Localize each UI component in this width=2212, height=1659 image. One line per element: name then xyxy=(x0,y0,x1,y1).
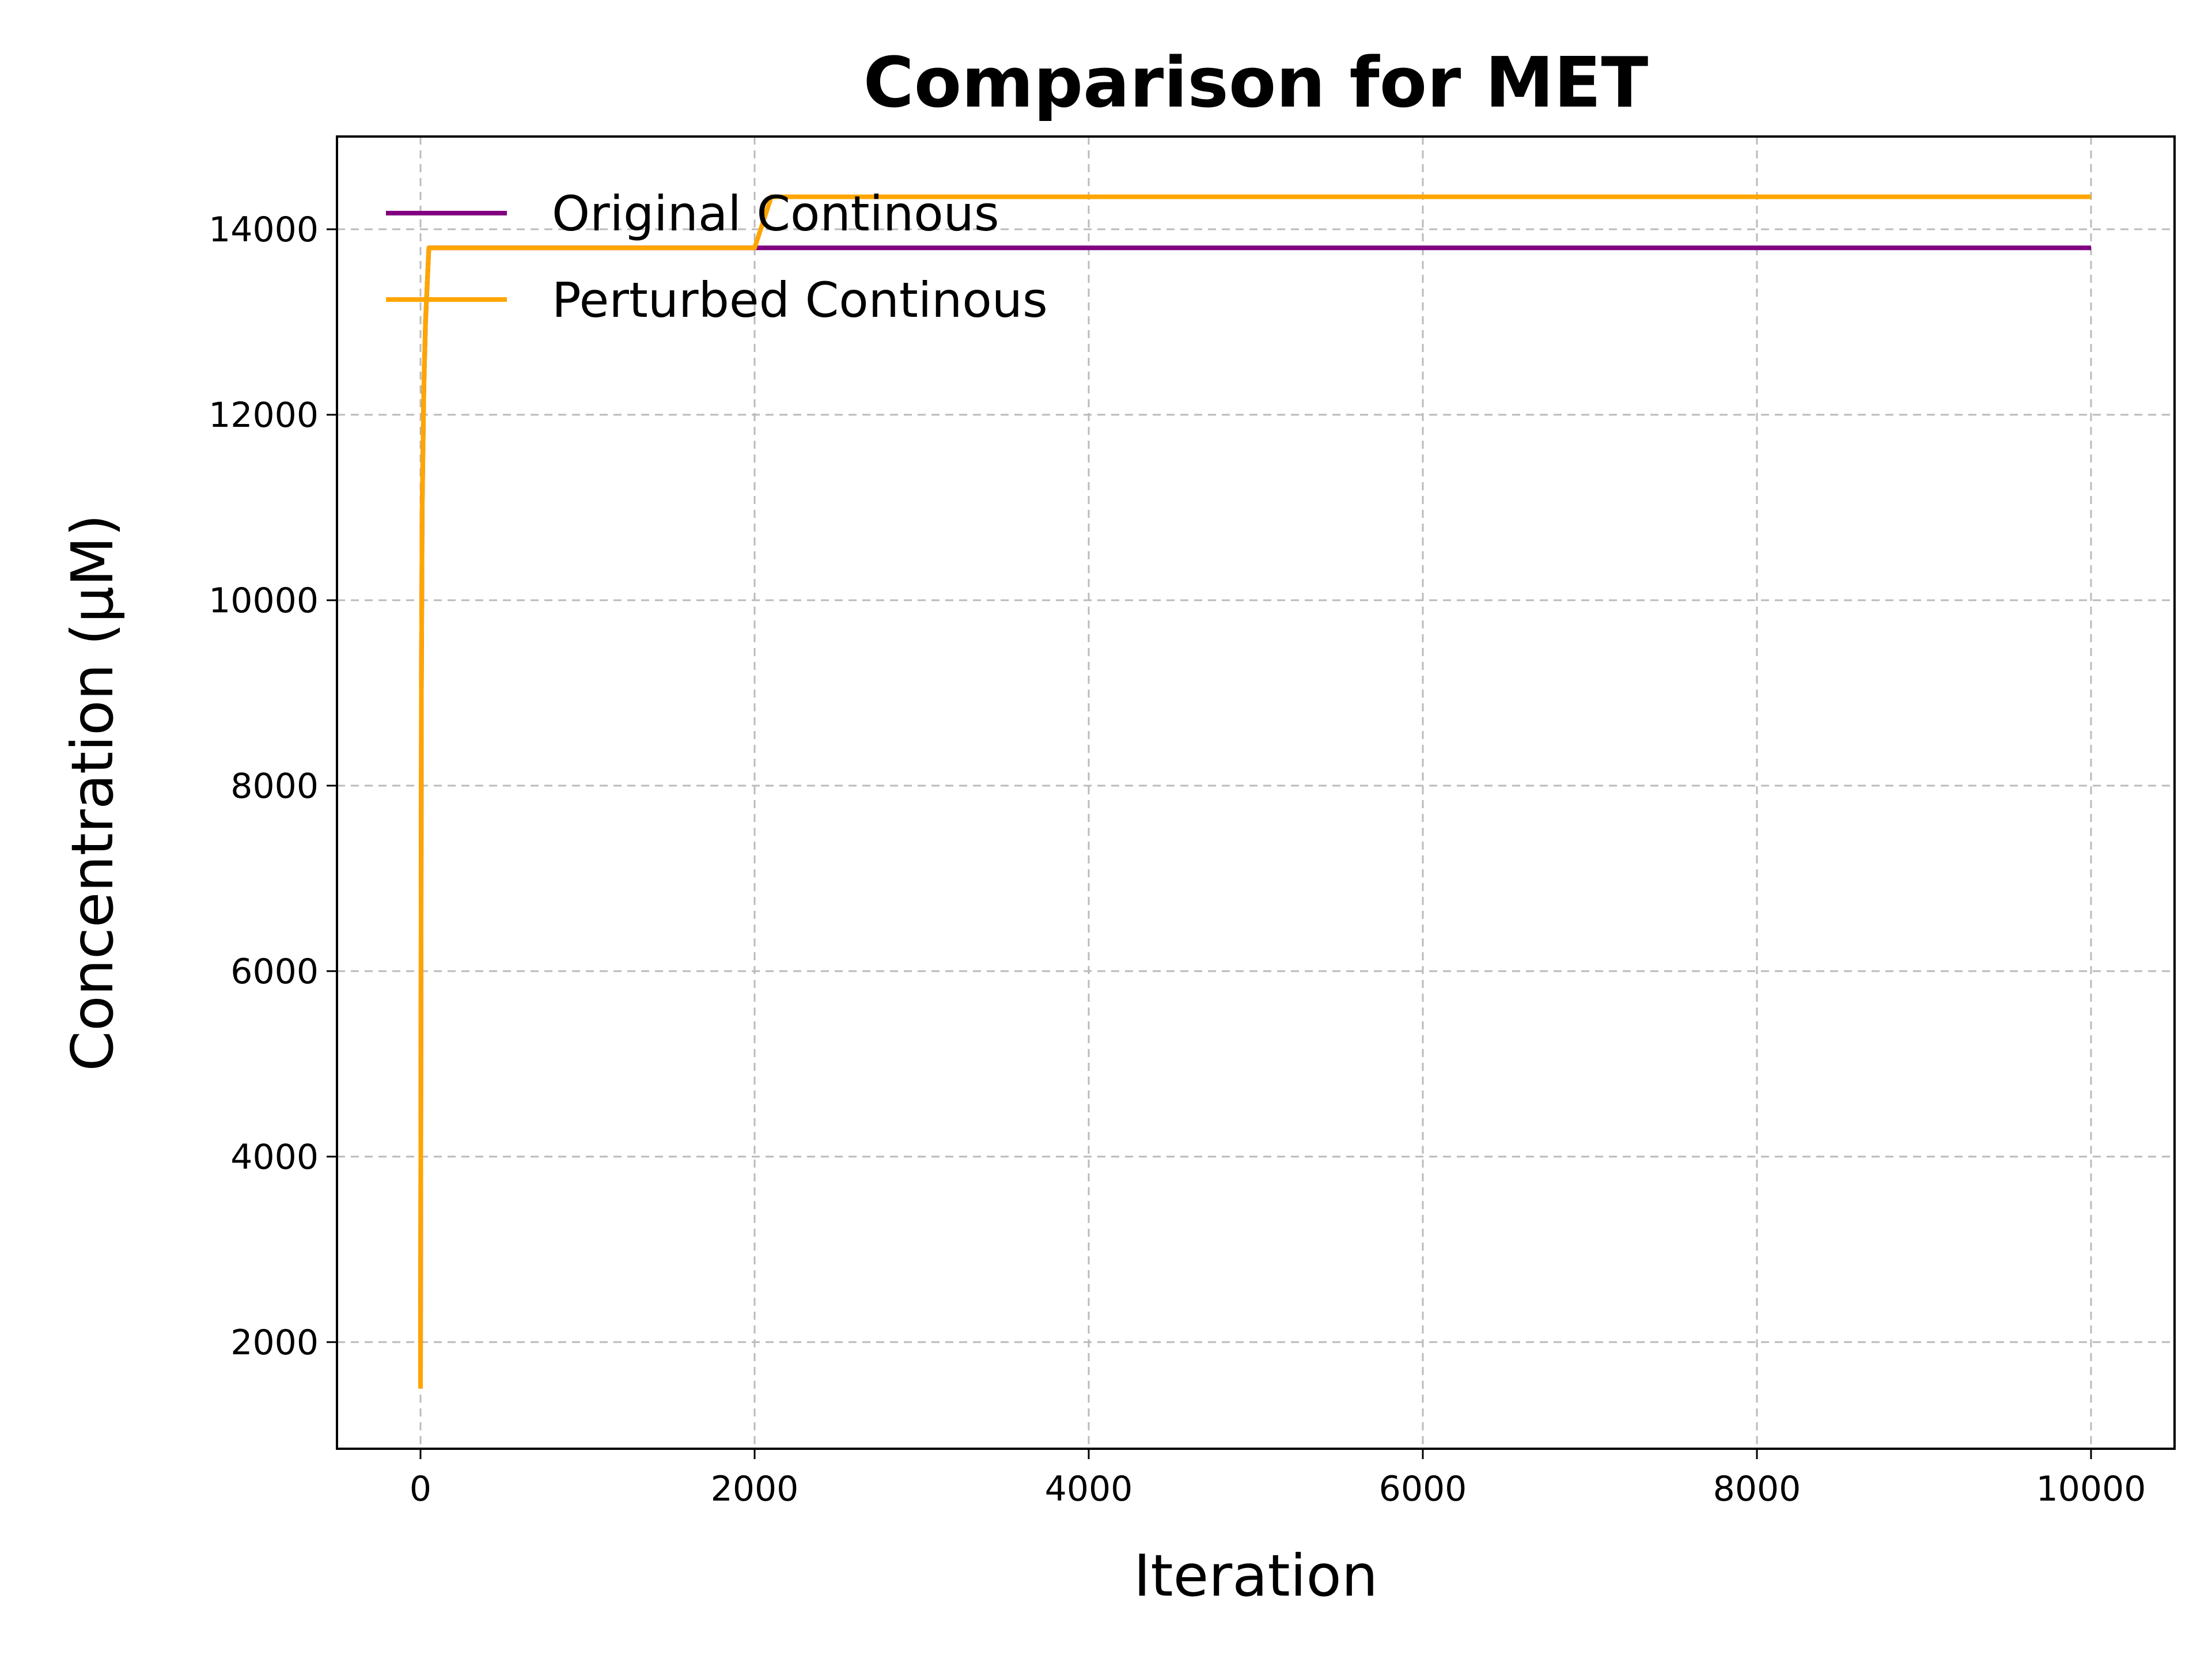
x-tick-label: 8000 xyxy=(1713,1469,1801,1509)
legend-label-2: Perturbed Continous xyxy=(552,272,1048,328)
x-tick-label: 0 xyxy=(410,1469,431,1509)
grid-lines xyxy=(337,137,2175,1449)
y-tick-label: 8000 xyxy=(230,766,319,806)
x-tick-label: 2000 xyxy=(711,1469,799,1509)
y-tick-label: 4000 xyxy=(230,1137,319,1177)
plot-area-frame xyxy=(336,135,2176,1450)
series-line-1 xyxy=(418,245,2091,1389)
x-tick-label: 4000 xyxy=(1045,1469,1133,1509)
series-line-2 xyxy=(418,194,2091,1389)
legend-label-1: Original Continous xyxy=(552,185,999,242)
y-tick-label: 14000 xyxy=(209,210,319,250)
legend: Original Continous Perturbed Continous xyxy=(386,185,1048,328)
x-tick-label: 6000 xyxy=(1379,1469,1467,1509)
y-tick-label: 6000 xyxy=(230,952,319,992)
x-tick-label: 10000 xyxy=(2036,1469,2146,1509)
chart-title: Comparison for MET xyxy=(863,43,1649,123)
y-axis-ticks: 2000 4000 6000 8000 10000 12000 14000 xyxy=(209,210,337,1363)
series-lines xyxy=(418,194,2091,1389)
x-axis-title: Iteration xyxy=(1134,1542,1378,1609)
y-tick-label: 2000 xyxy=(230,1323,319,1363)
y-tick-label: 10000 xyxy=(209,581,319,621)
x-axis-ticks: 0 2000 4000 6000 8000 10000 xyxy=(410,1449,2146,1509)
y-axis-title: Concentration (μM) xyxy=(59,514,126,1071)
y-tick-label: 12000 xyxy=(209,395,319,435)
